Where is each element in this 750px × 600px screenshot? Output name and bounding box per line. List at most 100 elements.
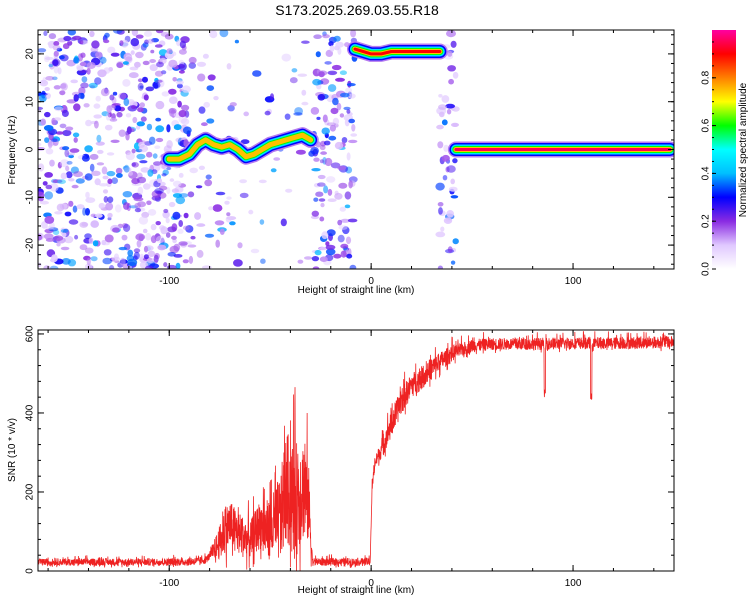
noise-speckle [157, 178, 163, 184]
noise-speckle [68, 219, 79, 225]
noise-speckle [79, 244, 88, 251]
noise-speckle [196, 223, 206, 227]
noise-speckle [131, 148, 136, 154]
noise-speckle [313, 183, 321, 188]
noise-speckle [335, 41, 344, 48]
noise-speckle [143, 245, 149, 253]
noise-speckle [113, 30, 123, 34]
noise-speckle [437, 141, 444, 149]
noise-speckle [325, 248, 336, 256]
noise-speckle [155, 117, 162, 122]
noise-speckle [127, 249, 133, 257]
noise-speckle [54, 106, 64, 112]
noise-speckle [188, 56, 197, 64]
noise-speckle [98, 202, 106, 209]
noise-speckle [147, 169, 154, 177]
noise-speckle [101, 166, 108, 175]
noise-speckle [346, 83, 356, 87]
noise-speckle [109, 118, 118, 122]
noise-speckle [182, 126, 192, 135]
noise-speckle [38, 106, 44, 111]
noise-speckle [438, 94, 443, 98]
noise-speckle [183, 212, 189, 219]
noise-speckle [152, 81, 159, 89]
noise-speckle [131, 105, 137, 110]
noise-speckle [450, 260, 456, 265]
noise-speckle [177, 228, 184, 234]
noise-speckle [105, 202, 114, 211]
noise-speckle [79, 40, 84, 45]
noise-speckle [166, 186, 171, 195]
noise-speckle [80, 82, 89, 89]
noise-speckle [130, 50, 135, 55]
noise-speckle [168, 107, 177, 114]
noise-speckle [123, 164, 130, 173]
noise-speckle [176, 83, 183, 89]
noise-speckle [60, 229, 69, 233]
noise-speckle [317, 94, 326, 101]
noise-speckle [48, 227, 59, 232]
noise-speckle [142, 228, 148, 234]
noise-speckle [62, 146, 70, 151]
snr-y-label: SNR (10 * v/v) [7, 418, 18, 482]
noise-speckle [145, 86, 155, 92]
noise-speckle [125, 132, 130, 141]
noise-speckle [92, 240, 99, 247]
noise-speckle [441, 119, 448, 126]
noise-speckle [445, 103, 455, 109]
noise-speckle [208, 206, 214, 211]
noise-speckle [135, 125, 141, 130]
noise-speckle [85, 119, 92, 127]
noise-speckle [44, 92, 51, 99]
noise-speckle [315, 191, 324, 197]
noise-speckle [97, 69, 107, 78]
noise-speckle [53, 235, 64, 241]
noise-speckle [226, 63, 232, 70]
noise-speckle [156, 235, 165, 243]
noise-speckle [233, 259, 243, 267]
noise-speckle [77, 92, 85, 99]
snr-series-line [38, 331, 674, 571]
noise-speckle [52, 179, 63, 184]
noise-speckle [131, 162, 139, 168]
noise-speckle [207, 74, 216, 81]
noise-speckle [173, 243, 181, 252]
noise-speckle [121, 234, 128, 241]
noise-speckle [66, 160, 73, 165]
noise-speckle [156, 30, 164, 34]
noise-speckle [49, 159, 55, 167]
noise-speckle [110, 139, 120, 143]
colorbar-ticks: 0.0 0.2 0.4 0.6 0.8 [701, 41, 716, 276]
noise-speckle [143, 94, 149, 101]
noise-speckle [144, 39, 149, 45]
noise-speckle [86, 62, 96, 69]
noise-speckle [45, 226, 54, 230]
noise-speckle [145, 265, 154, 269]
noise-speckle [138, 216, 149, 225]
spectrogram-x-label: Height of straight line (km) [298, 285, 415, 296]
noise-speckle [338, 182, 348, 189]
noise-speckle [270, 93, 274, 101]
noise-speckle [45, 148, 54, 155]
noise-speckle [49, 183, 59, 192]
noise-speckle [325, 49, 333, 58]
noise-speckle [138, 144, 149, 153]
noise-speckle [337, 165, 347, 171]
noise-speckle [72, 35, 82, 41]
noise-speckle [439, 111, 445, 118]
noise-speckle [270, 168, 277, 173]
noise-speckle [321, 127, 330, 135]
noise-speckle [71, 184, 79, 189]
noise-speckle [152, 153, 158, 159]
noise-speckle [95, 141, 105, 146]
colorbar-tick-label: 0.8 [701, 70, 712, 84]
noise-speckle [339, 70, 347, 75]
noise-speckle [59, 159, 70, 168]
noise-speckle [344, 204, 351, 209]
noise-speckle [342, 226, 350, 235]
noise-speckle [155, 221, 161, 226]
noise-speckle [310, 107, 320, 115]
noise-speckle [346, 152, 351, 161]
noise-speckle [38, 48, 47, 53]
